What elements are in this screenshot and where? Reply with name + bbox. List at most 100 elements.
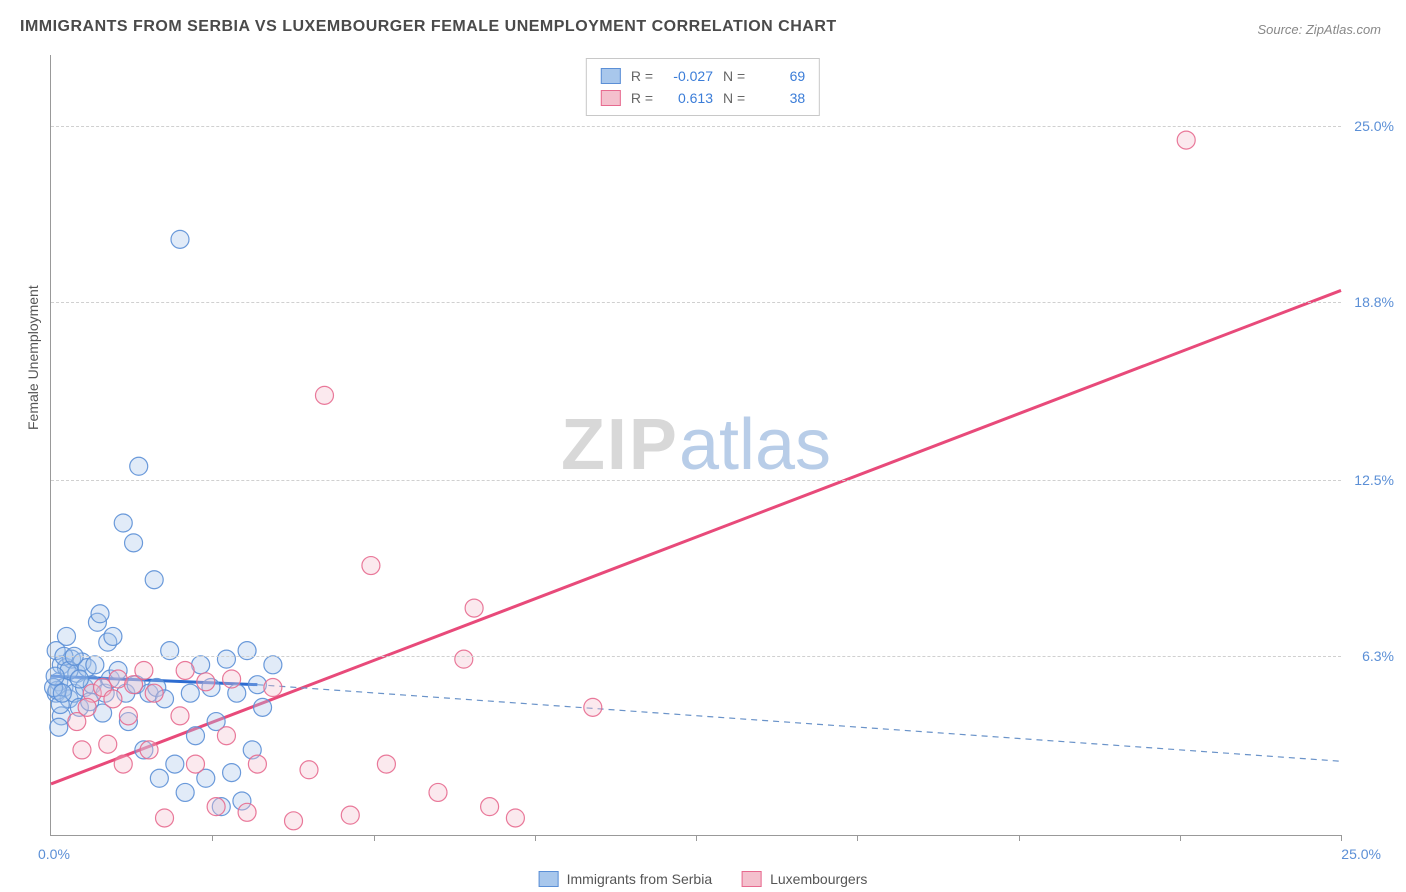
scatter-point <box>70 670 88 688</box>
r-value-1: 0.613 <box>663 87 713 109</box>
scatter-point <box>248 676 266 694</box>
swatch-series-0-bottom <box>539 871 559 887</box>
scatter-point <box>176 661 194 679</box>
y-tick-label: 18.8% <box>1354 294 1394 310</box>
scatter-point <box>145 684 163 702</box>
scatter-point <box>130 457 148 475</box>
scatter-point <box>465 599 483 617</box>
scatter-point <box>156 809 174 827</box>
r-value-0: -0.027 <box>663 65 713 87</box>
legend-label-1: Luxembourgers <box>770 871 867 887</box>
x-tick <box>374 835 375 841</box>
source-attribution: Source: ZipAtlas.com <box>1257 22 1381 37</box>
scatter-point <box>104 690 122 708</box>
scatter-point <box>429 783 447 801</box>
trend-line <box>51 290 1341 784</box>
scatter-point <box>176 783 194 801</box>
scatter-point <box>197 673 215 691</box>
scatter-point <box>254 698 272 716</box>
scatter-point <box>1177 131 1195 149</box>
scatter-point <box>171 230 189 248</box>
scatter-point <box>57 627 75 645</box>
legend-row: R = 0.613 N = 38 <box>601 87 805 109</box>
x-origin-label: 0.0% <box>38 846 70 862</box>
swatch-series-0 <box>601 68 621 84</box>
scatter-point <box>150 769 168 787</box>
scatter-point <box>104 627 122 645</box>
scatter-point <box>114 514 132 532</box>
n-value-1: 38 <box>755 87 805 109</box>
legend-item: Luxembourgers <box>742 871 867 887</box>
legend-series: Immigrants from Serbia Luxembourgers <box>539 871 868 887</box>
scatter-point <box>186 755 204 773</box>
grid-line <box>51 126 1341 127</box>
scatter-point <box>341 806 359 824</box>
scatter-point <box>181 684 199 702</box>
x-tick <box>1180 835 1181 841</box>
scatter-point <box>377 755 395 773</box>
n-label: N = <box>723 87 745 109</box>
scatter-point <box>86 656 104 674</box>
scatter-point <box>455 650 473 668</box>
scatter-point <box>119 707 137 725</box>
r-label: R = <box>631 87 653 109</box>
scatter-point <box>223 670 241 688</box>
scatter-point <box>285 812 303 830</box>
y-axis-label: Female Unemployment <box>25 285 41 430</box>
scatter-point <box>264 679 282 697</box>
scatter-point <box>186 727 204 745</box>
scatter-point <box>584 698 602 716</box>
grid-line <box>51 656 1341 657</box>
scatter-point <box>207 798 225 816</box>
scatter-point <box>248 755 266 773</box>
scatter-point <box>53 684 71 702</box>
scatter-point <box>315 386 333 404</box>
grid-line <box>51 480 1341 481</box>
grid-line <box>51 302 1341 303</box>
scatter-point <box>135 661 153 679</box>
x-tick <box>1019 835 1020 841</box>
x-tick <box>857 835 858 841</box>
scatter-point <box>223 764 241 782</box>
n-label: N = <box>723 65 745 87</box>
scatter-point <box>264 656 282 674</box>
legend-row: R = -0.027 N = 69 <box>601 65 805 87</box>
scatter-point <box>99 735 117 753</box>
plot-area: ZIPatlas <box>50 55 1341 836</box>
legend-item: Immigrants from Serbia <box>539 871 712 887</box>
x-tick <box>1341 835 1342 841</box>
scatter-point <box>506 809 524 827</box>
scatter-point <box>166 755 184 773</box>
chart-title: IMMIGRANTS FROM SERBIA VS LUXEMBOURGER F… <box>20 18 837 36</box>
y-tick-label: 6.3% <box>1362 648 1394 664</box>
scatter-point <box>73 741 91 759</box>
trend-line <box>257 685 1341 762</box>
legend-label-0: Immigrants from Serbia <box>567 871 712 887</box>
x-tick <box>212 835 213 841</box>
legend-correlation: R = -0.027 N = 69 R = 0.613 N = 38 <box>586 58 820 116</box>
scatter-point <box>481 798 499 816</box>
swatch-series-1-bottom <box>742 871 762 887</box>
scatter-point <box>217 650 235 668</box>
scatter-point <box>238 803 256 821</box>
scatter-svg <box>51 55 1341 835</box>
x-max-label: 25.0% <box>1341 846 1381 862</box>
scatter-point <box>171 707 189 725</box>
y-tick-label: 12.5% <box>1354 472 1394 488</box>
r-label: R = <box>631 65 653 87</box>
scatter-point <box>217 727 235 745</box>
scatter-point <box>46 667 64 685</box>
scatter-point <box>125 534 143 552</box>
n-value-0: 69 <box>755 65 805 87</box>
scatter-point <box>140 741 158 759</box>
scatter-point <box>78 698 96 716</box>
scatter-point <box>50 718 68 736</box>
scatter-point <box>114 755 132 773</box>
y-tick-label: 25.0% <box>1354 118 1394 134</box>
scatter-point <box>362 557 380 575</box>
swatch-series-1 <box>601 90 621 106</box>
scatter-point <box>300 761 318 779</box>
x-tick <box>535 835 536 841</box>
scatter-point <box>145 571 163 589</box>
x-tick <box>696 835 697 841</box>
